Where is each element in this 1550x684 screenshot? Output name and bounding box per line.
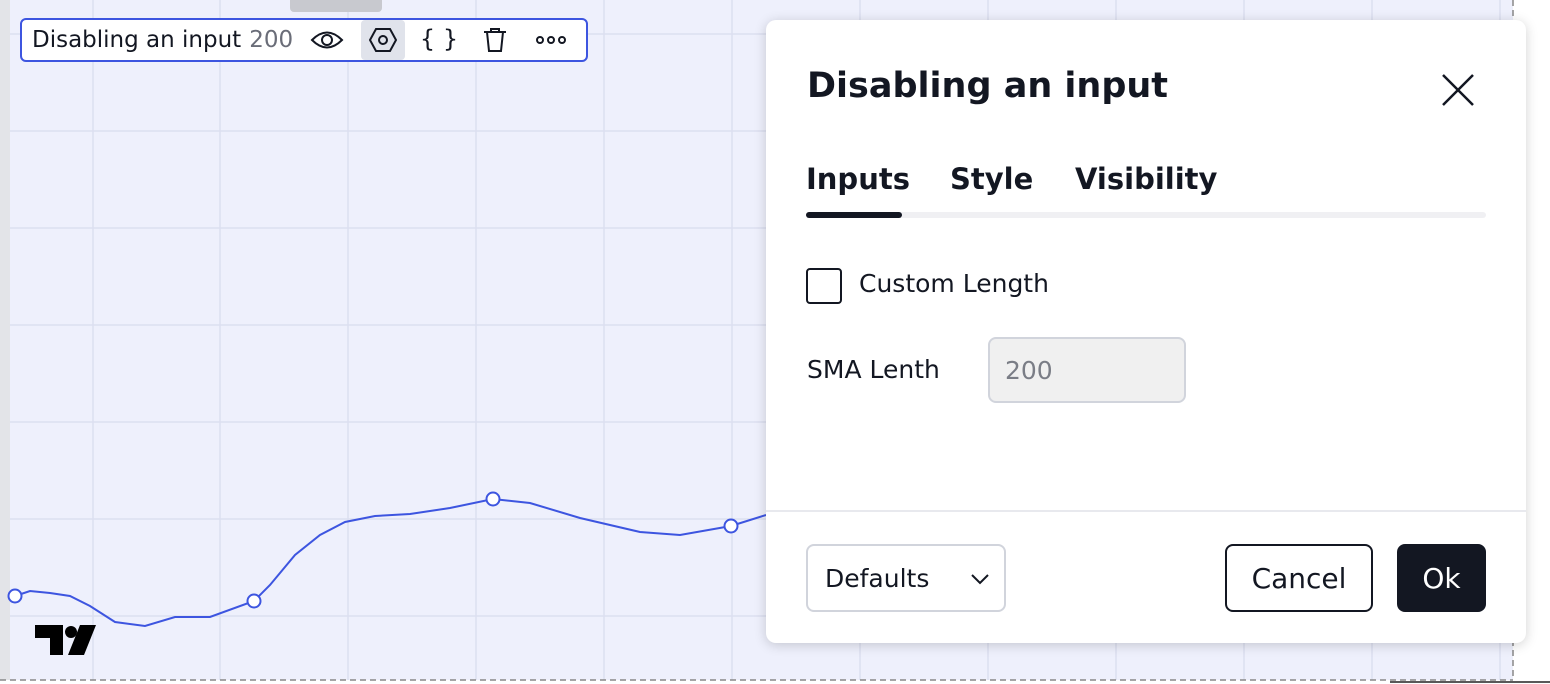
ok-button[interactable]: Ok	[1397, 544, 1486, 612]
close-button[interactable]	[1440, 72, 1476, 108]
checkbox-label[interactable]: Custom Length	[859, 269, 1049, 298]
delete-button[interactable]	[473, 20, 517, 60]
visibility-button[interactable]	[305, 20, 349, 60]
tab[interactable]: Inputs	[806, 162, 910, 196]
tab-indicator	[806, 212, 902, 218]
tab[interactable]: Style	[950, 162, 1034, 196]
dialog-title: Disabling an input	[807, 66, 1169, 106]
svg-text:{ }: { }	[422, 27, 456, 53]
legend-title: Disabling an input	[32, 27, 242, 53]
tab-track	[806, 212, 1486, 218]
length-input: 200	[988, 337, 1186, 403]
settings-dialog: Disabling an input Inputs Style Visibili…	[766, 20, 1526, 643]
settings-button[interactable]	[361, 20, 406, 60]
tooltip-tail	[290, 0, 382, 12]
separator	[766, 510, 1526, 512]
legend-value: 200	[249, 27, 294, 53]
source-code-button[interactable]: { }	[417, 20, 461, 60]
checkbox[interactable]	[806, 268, 842, 304]
defaults-select[interactable]: Defaults	[806, 544, 1006, 612]
field-label: SMA Lenth	[807, 355, 940, 384]
indicator-legend: Disabling an input 200 { }	[20, 18, 588, 62]
select-text: Defaults	[825, 563, 930, 593]
tab[interactable]: Visibility	[1075, 162, 1218, 196]
more-button[interactable]	[529, 20, 573, 60]
cancel-button[interactable]: Cancel	[1225, 544, 1373, 612]
